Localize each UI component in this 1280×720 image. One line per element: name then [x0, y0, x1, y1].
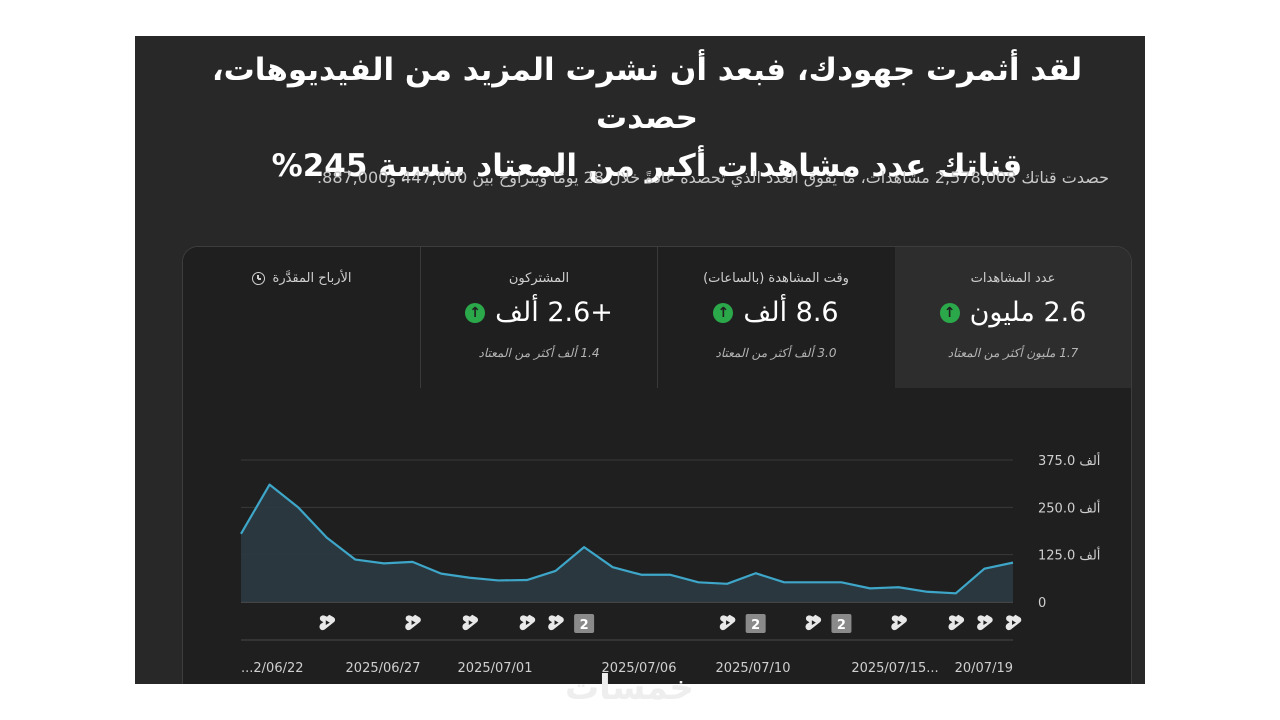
shorts-icon[interactable] [548, 614, 564, 631]
tab-subscribers[interactable]: المشتركون +2.6 ألف ↑ 1.4 ألف أكثر من الم… [420, 247, 657, 388]
shorts-icon[interactable] [1005, 614, 1022, 631]
data-point [611, 565, 615, 569]
shorts-icon[interactable] [719, 614, 736, 631]
x-tick-label: 2025/07/10 [716, 661, 791, 676]
upload-count-label: 2 [837, 618, 846, 633]
shorts-icon[interactable] [805, 614, 822, 631]
metric-comparison: 1.4 ألف أكثر من المعتاد [478, 346, 600, 360]
shorts-icon[interactable] [462, 614, 479, 631]
metric-comparison: 3.0 ألف أكثر من المعتاد [715, 346, 837, 360]
insight-headline: لقد أثمرت جهودك، فبعد أن نشرت المزيد من … [211, 52, 1083, 184]
upload-count-badge [745, 614, 766, 633]
data-point [925, 590, 929, 594]
data-point [411, 560, 415, 564]
data-point [982, 567, 986, 571]
shorts-icon[interactable] [519, 614, 536, 631]
metric-value-row: 8.6 ألف ↑ [658, 297, 894, 328]
data-point [839, 580, 843, 584]
x-tick-label: ...2/06/22 [241, 661, 304, 676]
tab-views[interactable]: عدد المشاهدات 2.6 مليون ↑ 1.7 مليون أكثر… [895, 247, 1131, 388]
arrow-up-icon: ↑ [713, 302, 734, 323]
metric-label: وقت المشاهدة (بالساعات) [703, 271, 849, 286]
y-tick-label: 125.0 ألف [1038, 547, 1100, 564]
views-chart: 375.0 ألف 250.0 ألف 125.0 ألف 0 2 2 2 ...2/06/2… [239, 452, 1100, 676]
arrow-up-icon: ↑ [465, 302, 486, 323]
data-point [382, 561, 386, 565]
metric-value-row: +2.6 ألف ↑ [421, 297, 657, 328]
data-point [668, 573, 672, 577]
data-point [897, 585, 901, 589]
metric-tabs: عدد المشاهدات 2.6 مليون ↑ 1.7 مليون أكثر… [183, 247, 1131, 388]
y-tick-label: 0 [1038, 596, 1046, 611]
upload-count-label: 2 [580, 618, 589, 633]
x-tick-label: 2025/06/27 [346, 661, 421, 676]
data-point [582, 545, 586, 549]
data-point [954, 591, 958, 595]
metric-value: +2.6 ألف [495, 297, 613, 328]
analytics-card: عدد المشاهدات 2.6 مليون ↑ 1.7 مليون أكثر… [182, 246, 1132, 684]
upload-count-badge [574, 614, 595, 633]
data-point [1011, 561, 1015, 565]
data-point [639, 573, 643, 577]
series-area [241, 484, 1013, 602]
shorts-icon[interactable] [948, 614, 965, 631]
data-point [496, 578, 500, 582]
metric-value-row: 2.6 مليون ↑ [895, 297, 1131, 328]
shorts-icon[interactable] [891, 614, 907, 631]
data-point [268, 483, 272, 487]
data-point [754, 571, 758, 575]
x-tick-label: 20/07/19 [955, 661, 1013, 676]
tab-estimated-revenue[interactable]: الأرباح المقدَّرة [183, 247, 420, 388]
shorts-icon[interactable] [319, 614, 336, 631]
data-point [525, 578, 529, 582]
insight-panel: لقد أثمرت جهودك، فبعد أن نشرت المزيد من … [135, 36, 1145, 684]
data-point [468, 576, 472, 580]
upload-count-badge [831, 614, 852, 633]
metric-comparison: 1.7 مليون أكثر من المعتاد [947, 346, 1079, 360]
data-point [439, 572, 443, 576]
data-point [554, 569, 558, 573]
x-tick-label: 2025/07/01 [458, 661, 533, 676]
metric-label: الأرباح المقدَّرة [272, 271, 352, 286]
data-point [696, 580, 700, 584]
watermark-logo: خمسات [565, 668, 694, 708]
data-point [811, 580, 815, 584]
metric-value: 8.6 ألف [743, 297, 839, 328]
x-tick-label: 2025/07/06 [602, 661, 677, 676]
data-point [782, 580, 786, 584]
y-tick-label: 375.0 ألف [1038, 452, 1100, 469]
metric-label-row: الأرباح المقدَّرة [183, 271, 420, 286]
shorts-icon[interactable] [405, 614, 421, 631]
data-point [239, 532, 243, 536]
metric-label: المشتركون [508, 271, 570, 286]
metric-value: 2.6 مليون [969, 297, 1087, 328]
upload-count-label: 2 [751, 618, 760, 633]
arrow-up-icon: ↑ [939, 302, 960, 323]
y-tick-label: 250.0 ألف [1038, 499, 1100, 516]
data-point [725, 582, 729, 586]
clock-icon [251, 272, 265, 285]
data-point [353, 558, 357, 562]
data-point [296, 505, 300, 509]
tab-watch-time[interactable]: وقت المشاهدة (بالساعات) 8.6 ألف ↑ 3.0 أل… [657, 247, 894, 388]
insight-description: حصدت قناتك 2,578,008 مشاهدات، ما يفوق ال… [317, 168, 1109, 187]
x-tick-label: 2025/07/15... [851, 661, 938, 676]
shorts-icon[interactable] [977, 614, 993, 631]
data-point [868, 586, 872, 590]
metric-label: عدد المشاهدات [970, 271, 1056, 286]
series-line [240, 483, 1014, 595]
data-point [325, 536, 329, 540]
